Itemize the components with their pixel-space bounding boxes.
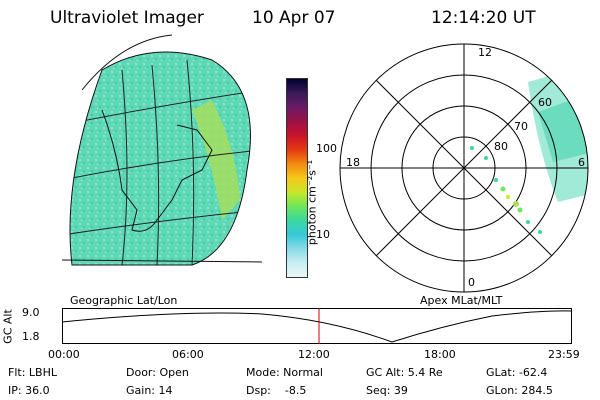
mlt-label-12: 12 [478,46,492,59]
altitude-plot [62,308,572,344]
time-tick-0600: 06:00 [172,348,204,361]
status-filter: Flt: LBHL [8,366,57,379]
colorbar-tick-10: 10 [316,228,330,241]
mlat-label-60: 60 [538,96,552,109]
status-glon: GLon: 284.5 [486,384,553,397]
mlt-label-0: 0 [468,276,475,289]
status-gain: Gain: 14 [126,384,173,397]
colorbar-tick-100: 100 [316,142,337,155]
instrument-title: Ultraviolet Imager [50,8,204,28]
status-glat: GLat: -62.4 [486,366,548,379]
coastline [101,109,213,232]
time-tick-1800: 18:00 [424,348,456,361]
status-ip: IP: 36.0 [8,384,50,397]
status-dsp: Dsp: -8.5 [246,384,307,397]
polar-panel-label: Apex MLat/MLT [420,294,503,307]
mlat-label-70: 70 [514,120,528,133]
date-label: 10 Apr 07 [252,8,336,28]
geographic-panel-label: Geographic Lat/Lon [70,294,178,307]
altitude-curve [62,310,572,343]
colorbar-unit-label: photon cm⁻²s⁻¹ [305,159,319,246]
altitude-ytick-bottom: 1.8 [22,330,40,343]
status-mode: Mode: Normal [246,366,323,379]
polar-mlat-mlt-panel [339,43,589,293]
altitude-ytick-top: 9.0 [22,306,40,319]
time-tick-2359: 23:59 [548,348,580,361]
mlt-label-6: 6 [578,156,585,169]
altitude-ylabel-wrap: GC Alt [0,309,15,346]
status-gc-alt: GC Alt: 5.4 Re [366,366,443,379]
colorbar [286,78,308,278]
mlat-label-80: 80 [494,140,508,153]
geographic-image-panel [62,34,262,266]
altitude-ylabel: GC Alt [1,309,15,344]
status-door: Door: Open [126,366,189,379]
mlt-label-18: 18 [346,156,360,169]
time-tick-1200: 12:00 [298,348,330,361]
time-label: 12:14:20 UT [431,8,536,28]
status-seq: Seq: 39 [366,384,408,397]
time-tick-0000: 00:00 [48,348,80,361]
